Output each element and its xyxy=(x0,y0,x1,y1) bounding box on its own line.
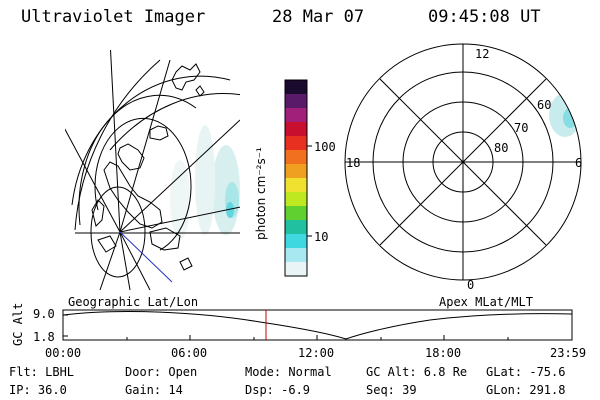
colorbar-band xyxy=(285,80,307,95)
colorbar-band xyxy=(285,206,307,221)
gc-alt-readout: GC Alt: 6.8 Re xyxy=(366,365,468,379)
gain-readout: Gain: 14 xyxy=(125,383,183,397)
polar-plot xyxy=(344,43,582,281)
time-label: 09:45:08 UT xyxy=(428,7,541,27)
colorbar-band xyxy=(285,220,307,235)
gc-altitude-curve xyxy=(62,310,573,340)
timeline-y-label: GC Alt xyxy=(11,302,25,346)
filter-readout: Flt: LBHL xyxy=(9,365,75,379)
polar-caption: Apex MLat/MLT xyxy=(439,295,533,309)
ip-readout: IP: 36.0 xyxy=(9,383,67,397)
colorbar-unit-label: photon cm⁻²s⁻¹ xyxy=(254,147,268,240)
timeline-xtick-1200: 12:00 xyxy=(298,346,335,360)
dsp-readout: Dsp: -6.9 xyxy=(245,383,311,397)
geo-caption: Geographic Lat/Lon xyxy=(68,295,199,309)
geo-latitude-lines xyxy=(71,59,240,251)
geo-pole-ellipse xyxy=(90,186,146,278)
seq-readout: Seq: 39 xyxy=(366,383,417,397)
timeline-xtick-2359: 23:59 xyxy=(550,346,587,360)
geo-aurora-emission xyxy=(170,125,240,240)
timeline-xtick-1800: 18:00 xyxy=(425,346,462,360)
mlt-label-0: 0 xyxy=(467,278,475,292)
door-readout: Door: Open xyxy=(125,365,198,379)
colorbar-band xyxy=(285,150,307,165)
date-label: 28 Mar 07 xyxy=(272,7,365,27)
colorbar-band xyxy=(285,164,307,179)
timeline-ytick-low: 1.8 xyxy=(33,330,55,344)
geographic-map xyxy=(65,50,240,290)
colorbar-band xyxy=(285,192,307,207)
timeline-ytick-high: 9.0 xyxy=(33,307,55,321)
instrument-title: Ultraviolet Imager xyxy=(21,7,206,27)
colorbar-band xyxy=(285,178,307,193)
colorbar-frame xyxy=(284,79,308,277)
glon-readout: GLon: 291.8 xyxy=(486,383,566,397)
timeline-x-ticks xyxy=(126,335,509,340)
timeline-y-ticks xyxy=(63,314,68,337)
mlat-label-70: 70 xyxy=(514,121,529,135)
polar-mlt-spokes xyxy=(345,44,581,280)
mlt-label-18: 18 xyxy=(346,156,361,170)
colorbar-band xyxy=(285,262,307,277)
colorbar-band xyxy=(285,94,307,109)
geo-coastlines xyxy=(91,63,205,271)
mlt-label-12: 12 xyxy=(475,47,490,61)
mode-readout: Mode: Normal xyxy=(245,365,332,379)
colorbar-gradient xyxy=(285,80,307,277)
timeline-xtick-0600: 06:00 xyxy=(171,346,208,360)
mlat-label-80: 80 xyxy=(494,141,509,155)
colorbar-label-100: 100 xyxy=(314,140,336,154)
colorbar-label-10: 10 xyxy=(314,230,329,244)
colorbar-band xyxy=(285,108,307,123)
colorbar-band xyxy=(285,248,307,263)
geo-look-vector xyxy=(119,231,173,283)
altitude-timeline xyxy=(62,309,573,341)
glat-readout: GLat: -75.6 xyxy=(486,365,566,379)
mlat-label-60: 60 xyxy=(537,98,552,112)
timeline-xtick-0000: 00:00 xyxy=(45,346,82,360)
colorbar xyxy=(284,79,312,277)
colorbar-band xyxy=(285,122,307,137)
colorbar-band xyxy=(285,136,307,151)
colorbar-band xyxy=(285,234,307,249)
mlt-label-6: 6 xyxy=(575,156,583,170)
